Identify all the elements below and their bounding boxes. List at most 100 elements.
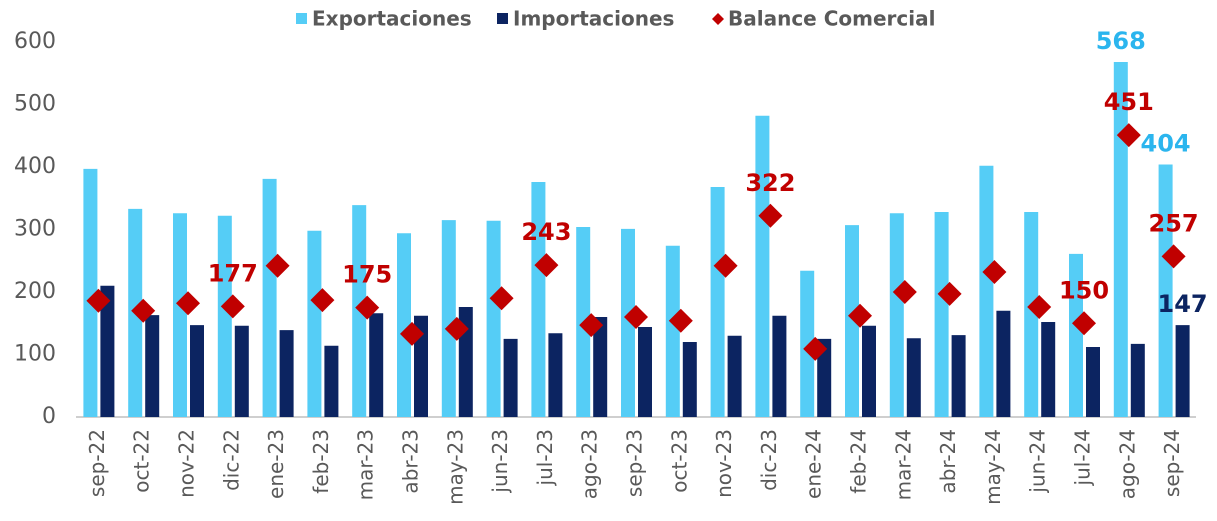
legend-marker [497, 13, 508, 24]
bar [1069, 253, 1083, 417]
legend-label: Exportaciones [312, 7, 472, 31]
diamond-marker [131, 298, 156, 323]
bar [889, 213, 904, 417]
x-tick-label: abr-24 [936, 429, 960, 494]
diamond-marker [534, 253, 559, 278]
bar [727, 335, 742, 417]
diamond-marker [892, 280, 917, 304]
diamond-marker [400, 321, 424, 346]
diamond-marker [713, 253, 738, 278]
x-tick-label: feb-23 [309, 429, 333, 494]
diamond-marker [310, 288, 335, 313]
diamond-marker [176, 291, 200, 316]
bar [710, 187, 725, 417]
bar [1086, 347, 1100, 417]
diamond-marker [982, 260, 1007, 284]
x-tick-label: feb-24 [847, 429, 871, 494]
y-tick-label: 100 [14, 342, 56, 367]
bar [1158, 164, 1173, 417]
x-tick-label: ago-23 [578, 429, 602, 499]
bar [755, 115, 770, 417]
data-label: 451 [1104, 88, 1154, 116]
bar [262, 178, 277, 417]
bar [83, 168, 98, 417]
bar [173, 213, 187, 417]
bar [217, 215, 232, 417]
bar [324, 345, 339, 417]
y-tick-label: 0 [42, 404, 56, 429]
x-tick-label: sep-23 [623, 429, 647, 497]
bar [531, 182, 546, 417]
x-tick-label: jul-23 [533, 429, 557, 486]
bar [397, 233, 411, 417]
diamond-marker [937, 281, 962, 306]
data-label: 147 [1158, 290, 1208, 318]
x-tick-label: nov-22 [175, 429, 199, 498]
x-tick-label: mar-23 [354, 429, 378, 500]
diamond-marker [265, 253, 290, 278]
bar [979, 165, 994, 417]
data-label: 177 [208, 259, 258, 287]
diamond-marker [1027, 295, 1052, 319]
bar [369, 313, 384, 417]
x-tick-label: sep-24 [1160, 429, 1184, 497]
legend-label: Balance Comercial [728, 7, 935, 31]
diamond-marker [1161, 244, 1186, 269]
bar [862, 325, 876, 417]
bar [934, 212, 949, 417]
bar [638, 327, 652, 417]
x-tick-label: mar-24 [891, 429, 915, 500]
bar [772, 315, 787, 417]
diamond-marker [579, 313, 604, 338]
diamond-marker [758, 203, 783, 228]
x-tick-label: ene-23 [264, 429, 288, 499]
x-tick-label: oct-22 [130, 429, 154, 493]
x-tick-label: oct-23 [667, 429, 691, 493]
diamond-marker [444, 316, 469, 341]
diamond-marker [86, 288, 111, 313]
bar [279, 330, 294, 417]
diamond-marker [489, 286, 514, 311]
diamond-marker [668, 308, 693, 333]
bar [145, 315, 160, 417]
bar [548, 333, 563, 417]
x-tick-label: may-23 [443, 429, 467, 505]
bar [1175, 325, 1190, 417]
bar [951, 335, 966, 417]
y-tick-label: 600 [14, 29, 56, 54]
x-tick-label: may-24 [981, 429, 1005, 505]
x-tick-label: sep-22 [85, 429, 109, 497]
y-tick-label: 300 [14, 217, 56, 242]
bar [1113, 62, 1128, 417]
bar [190, 325, 204, 417]
bar [996, 310, 1011, 417]
bar [100, 285, 115, 417]
diamond-marker [848, 303, 872, 328]
data-label: 404 [1141, 130, 1191, 158]
x-tick-label: jun-24 [1026, 429, 1050, 494]
x-tick-label: abr-23 [399, 429, 423, 494]
data-label: 257 [1149, 209, 1199, 237]
diamond-marker [1116, 123, 1141, 148]
x-tick-label: dic-23 [757, 429, 781, 491]
bar [234, 325, 249, 417]
diamond-marker [220, 294, 245, 319]
bar [486, 220, 501, 417]
y-tick-label: 500 [14, 92, 56, 117]
bar [414, 315, 428, 417]
x-tick-label: dic-22 [219, 429, 243, 491]
legend-marker [296, 13, 307, 24]
data-label: 150 [1059, 276, 1109, 304]
legend-marker [712, 13, 724, 25]
bar [800, 270, 815, 417]
bar [307, 230, 322, 417]
x-tick-label: nov-23 [712, 429, 736, 498]
bar [621, 228, 635, 417]
bar [682, 342, 697, 417]
bar [906, 338, 921, 417]
bar [1130, 343, 1145, 417]
bar [441, 220, 456, 417]
x-tick-label: ago-24 [1115, 429, 1139, 499]
bar [845, 225, 859, 417]
